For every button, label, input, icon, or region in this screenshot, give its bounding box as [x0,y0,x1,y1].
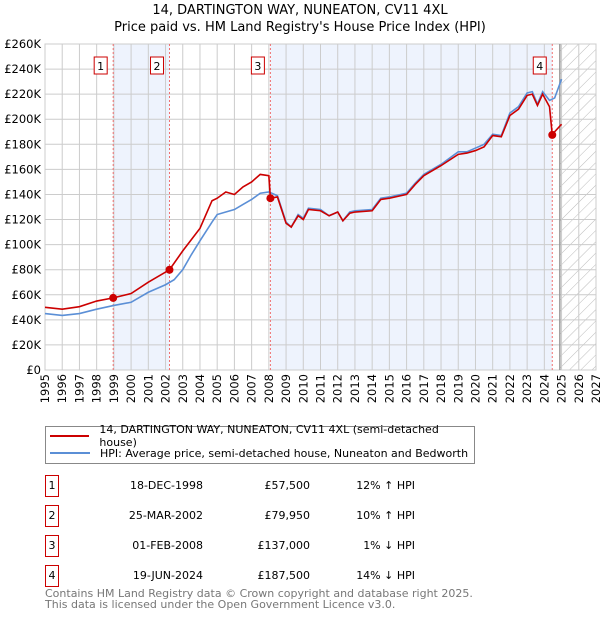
x-tick-label: 1997 [72,374,86,403]
sale-point [266,194,275,203]
sale-marker-label: 3 [45,535,59,557]
x-tick-label: 2014 [365,374,379,403]
sale-marker-box [93,56,108,75]
x-tick-label: 2019 [451,374,465,403]
x-tick-label: 2023 [520,374,534,403]
y-tick-label: £220K [4,87,41,101]
x-tick-label: 2015 [382,374,396,403]
y-tick-label: £60K [12,288,42,302]
y-tick-label: £0 [26,363,41,377]
y-tick-label: £120K [4,213,41,227]
x-tick-label: 2002 [159,374,173,403]
x-tick-label: 2013 [348,374,362,403]
footer: Contains HM Land Registry data © Crown c… [45,588,473,610]
y-tick-label: £200K [4,112,41,126]
sale-marker-box [250,56,265,75]
x-tick-label: 2005 [210,374,224,403]
sale-marker-label: 1 [97,60,104,73]
legend-swatch-blue [50,452,90,454]
footer-licence: This data is licensed under the Open Gov… [45,598,396,611]
footer-copyright: Contains HM Land Registry data © Crown c… [45,587,473,600]
sale-marker-box [149,56,164,75]
x-tick-label: 2004 [193,374,207,403]
sale-price: £137,000 [257,539,311,552]
sale-price: £79,950 [264,509,311,522]
x-tick-label: 2017 [417,374,431,403]
x-tick-label: 1996 [55,374,69,403]
sale-marker-label: 2 [153,60,160,73]
x-tick-label: 2008 [262,374,276,403]
y-tick-label: £180K [4,137,41,151]
sale-marker-label: 4 [536,60,543,73]
x-tick-label: 2016 [400,374,414,403]
x-tick-label: 2020 [468,374,482,403]
sale-point [548,130,557,139]
x-tick-label: 2003 [176,374,190,403]
plot-frame [44,43,597,371]
x-tick-label: 2010 [296,374,310,403]
x-tick-label: 1998 [90,374,104,403]
x-tick-label: 2009 [279,374,293,403]
sale-price: £57,500 [264,479,311,492]
y-tick-label: £260K [4,37,41,51]
x-tick-label: 2025 [555,374,569,403]
legend-label: 14, DARTINGTON WAY, NUNEATON, CV11 4XL (… [99,423,439,449]
sale-date: 18-DEC-1998 [129,479,203,492]
legend-item-hpi: HPI: Average price, semi-detached house,… [50,445,468,461]
x-tick-label: 1999 [107,374,121,403]
legend-label: HPI: Average price, semi-detached house,… [100,446,469,460]
legend-swatch-red [50,435,90,437]
sale-date: 01-FEB-2008 [132,539,203,552]
x-tick-label: 2000 [124,374,138,403]
x-tick-label: 2007 [245,374,259,403]
forecast-hatch [559,44,596,370]
x-tick-label: 2022 [503,374,517,403]
sale-marker-box [532,56,547,75]
sale-date: 19-JUN-2024 [132,569,203,582]
x-tick-label: 2011 [314,374,328,403]
legend: 14, DARTINGTON WAY, NUNEATON, CV11 4XL (… [45,423,475,464]
x-tick-label: 2001 [141,374,155,403]
x-tick-label: 2026 [572,374,586,403]
sale-marker-label: 3 [254,60,261,73]
price-paid-line [44,92,563,310]
x-tick-label: 2027 [589,374,600,403]
y-tick-label: £80K [12,263,42,277]
legend-item-property: 14, DARTINGTON WAY, NUNEATON, CV11 4XL (… [50,423,474,449]
y-tick-label: £100K [4,238,41,252]
sale-point [109,293,118,302]
y-tick-label: £160K [4,162,41,176]
y-tick-label: £20K [12,338,42,352]
sale-hpi-diff: 1% ↓ HPI [363,539,415,552]
x-tick-label: 2024 [537,374,551,403]
sale-price: £187,500 [257,569,311,582]
x-tick-label: 2006 [227,374,241,403]
y-tick-label: £140K [4,187,41,201]
y-tick-label: £240K [4,62,41,76]
sale-hpi-diff: 10% ↑ HPI [356,509,415,522]
sale-marker-label: 1 [45,475,59,497]
price-chart: 1995 1996 1997 1998 1999 2000 2001 2002 2003 2004… [4,37,600,403]
chart-title: 14, DARTINGTON WAY, NUNEATON, CV11 4XL [152,3,448,18]
sale-marker-label: 2 [45,505,59,527]
x-tick-label: 1995 [38,374,52,403]
sale-date: 25-MAR-2002 [128,509,203,522]
sale-marker-label: 4 [45,565,59,587]
y-tick-label: £40K [12,313,42,327]
sale-point [165,265,174,274]
chart-subtitle: Price paid vs. HM Land Registry's House … [114,20,486,35]
x-tick-label: 2012 [331,374,345,403]
sale-hpi-diff: 14% ↓ HPI [356,569,415,582]
sale-hpi-diff: 12% ↑ HPI [356,479,415,492]
shaded-period-3-4 [270,44,553,370]
x-tick-label: 2018 [434,374,448,403]
shaded-period-1-2 [113,44,170,370]
x-tick-label: 2021 [486,374,500,403]
